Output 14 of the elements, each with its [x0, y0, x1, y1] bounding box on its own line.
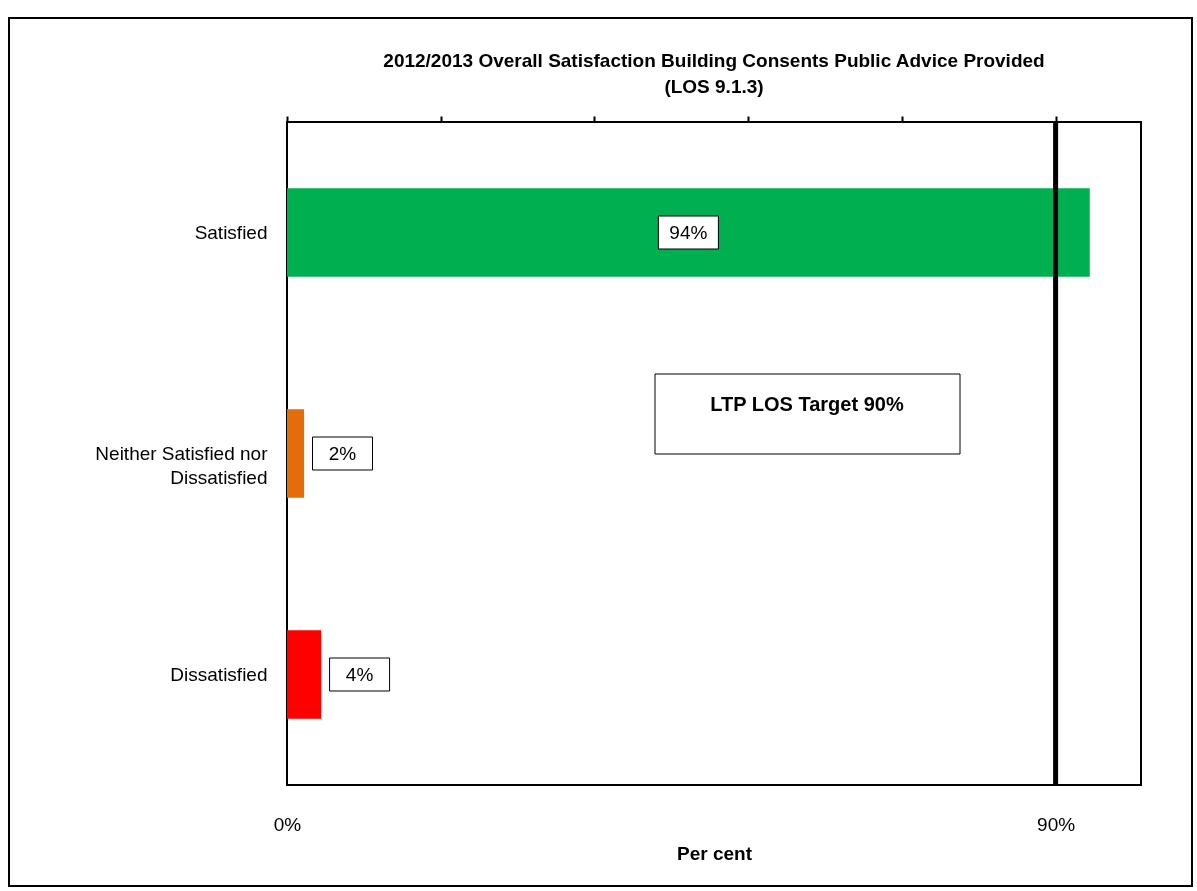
data-label: 2%: [328, 442, 357, 464]
bar: [287, 630, 322, 719]
ref-line-label: LTP LOS Target 90%: [710, 393, 904, 415]
y-tick-label: Dissatisfied: [170, 663, 268, 685]
y-tick-label: Satisfied: [194, 221, 268, 243]
data-label: 4%: [345, 663, 374, 685]
bar: [287, 188, 1090, 277]
y-tick-label: Neither Satisfied nor Dissatisfied: [95, 442, 269, 488]
chart-title: 2012/2013 Overall Satisfaction Building Consents Public Advice Provided (LOS 9.1.3): [383, 50, 1045, 97]
bar: [287, 409, 305, 498]
x-axis-title: Per cent: [677, 842, 753, 864]
x-tick-label: 0%: [273, 813, 302, 835]
x-tick-label: 90%: [1037, 813, 1076, 835]
data-label: 94%: [669, 221, 708, 243]
